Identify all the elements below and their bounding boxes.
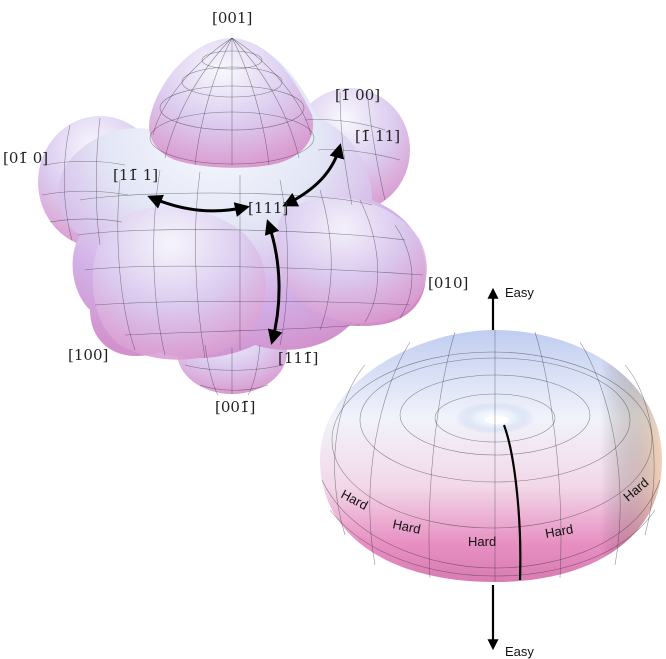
cubic-arrows: [147, 143, 345, 345]
label-0m10: [01̄ 0]: [3, 149, 48, 167]
easy-label-bottom: Easy: [505, 644, 534, 659]
hard-label-4: Hard: [544, 521, 574, 541]
label-100: [100]: [68, 346, 108, 364]
lobe-front: [92, 206, 267, 360]
cubic-anisotropy-surface: [001] [1̄ 00] [1̄ 11] [01̄ 0] [11̄ 1] [1…: [3, 9, 468, 416]
arrow-111-to-11m1: [264, 219, 283, 345]
easy-axis-middle: [502, 424, 522, 581]
label-111: [111]: [248, 199, 288, 217]
label-11m1: [111̄]: [278, 349, 318, 367]
label-001: [001]: [212, 9, 252, 27]
torus-side-glow: [319, 330, 662, 582]
cubic-grid: [41, 37, 424, 396]
lobe-right: [276, 197, 427, 324]
torus-hole-center: [485, 416, 509, 424]
label-m111: [1̄ 11]: [355, 127, 400, 145]
hard-label-2: Hard: [391, 516, 422, 537]
label-010: [010]: [428, 274, 468, 292]
torus-grid: [321, 330, 661, 582]
hard-label-3: Hard: [468, 534, 496, 549]
arrow-111-to-m111: [282, 143, 345, 207]
cubic-labels: [001] [1̄ 00] [1̄ 11] [01̄ 0] [11̄ 1] [1…: [3, 9, 468, 416]
label-1m11: [11̄ 1]: [113, 166, 158, 184]
uniaxial-anisotropy-surface: Easy Easy Hard Hard Hard Hard Hard: [319, 285, 662, 659]
easy-label-top: Easy: [505, 285, 534, 300]
label-m100: [1̄ 00]: [335, 86, 380, 104]
arrow-111-to-1m11: [147, 194, 250, 217]
lobe-top: [149, 38, 314, 168]
label-00m1: [001̄]: [215, 398, 255, 416]
